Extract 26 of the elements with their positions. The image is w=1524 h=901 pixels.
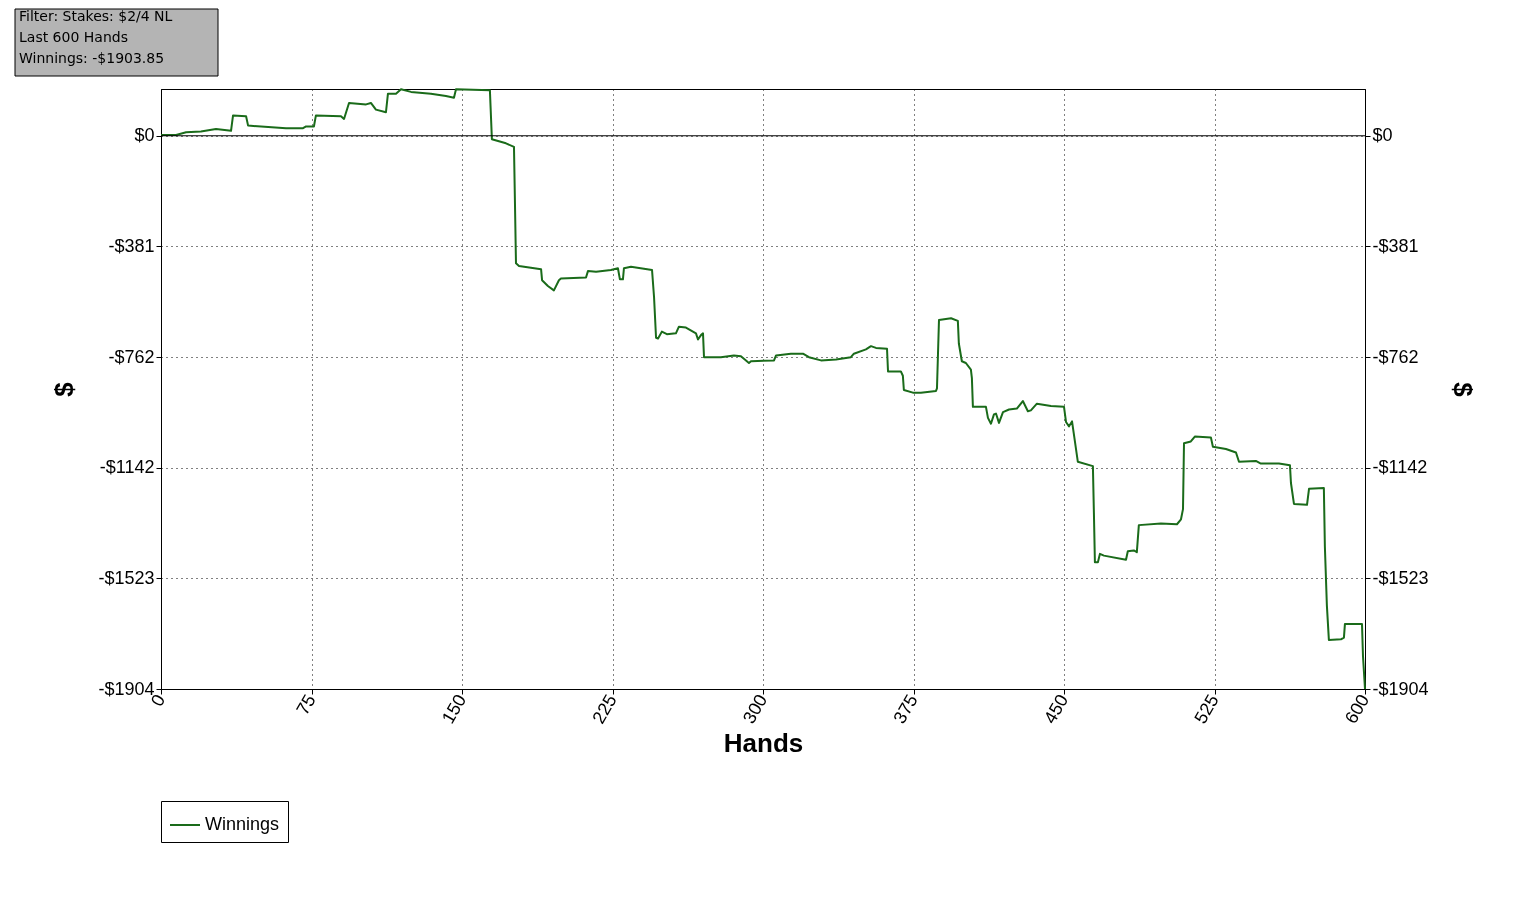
y2-tick-label: -$762 (1372, 346, 1419, 367)
y-tick-label: -$762 (108, 346, 155, 367)
x-axis-title: Hands (723, 728, 804, 759)
text: Winnings: -$1903.85 (19, 50, 165, 66)
x-tick-label: 600 (1340, 691, 1374, 728)
x-tick-label: 150 (437, 691, 471, 728)
text: Filter: Stakes: $2/4 NL (19, 8, 173, 24)
x-tick-label: 225 (588, 691, 621, 728)
y2-tick-label: -$1904 (1372, 678, 1429, 699)
text: Last 600 Hands (19, 29, 128, 45)
y2-tick-label: $0 (1372, 125, 1393, 146)
y2-tick-label: -$1523 (1372, 567, 1429, 588)
y2-axis-title: $ (1447, 382, 1478, 398)
x-tick-label: 75 (292, 691, 320, 719)
y-tick-label: -$1523 (98, 567, 155, 588)
x-tick-label: 450 (1039, 691, 1073, 728)
y2-tick-label: -$1142 (1372, 457, 1428, 478)
y2-tick-label: -$381 (1372, 235, 1419, 256)
y-axis-title: $ (49, 381, 80, 397)
y-tick-label: -$381 (108, 235, 155, 256)
y-tick-label: -$1142 (99, 457, 155, 478)
y-tick-label: $0 (134, 125, 155, 146)
x-tick-label: 375 (889, 691, 922, 728)
legend-label: Winnings (205, 814, 280, 834)
x-tick-label: 525 (1190, 691, 1223, 728)
x-tick-label: 300 (738, 691, 772, 728)
